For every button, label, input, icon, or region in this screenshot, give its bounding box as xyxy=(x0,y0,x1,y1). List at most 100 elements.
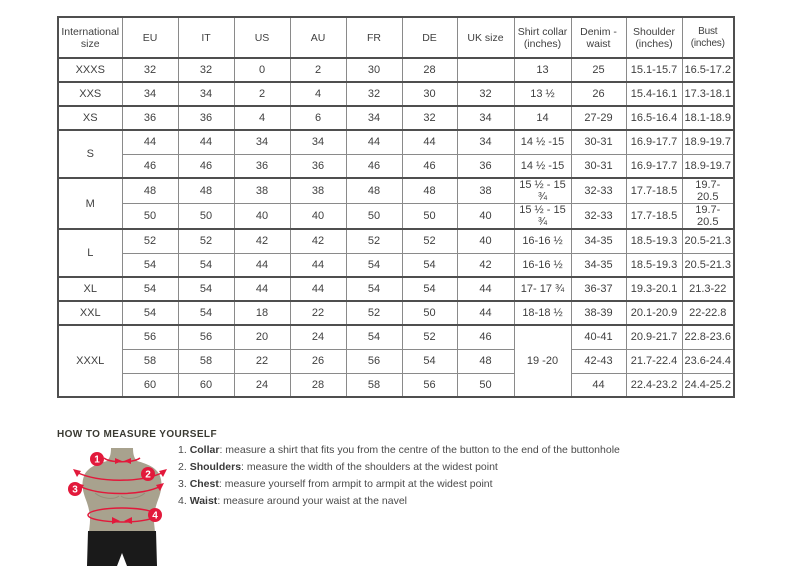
table-cell: 38 xyxy=(233,177,291,204)
size-label-cell: XXL xyxy=(57,300,123,326)
table-cell: 32 xyxy=(345,81,403,107)
table-cell: 54 xyxy=(121,300,179,326)
table-cell: 48 xyxy=(177,177,235,204)
table-cell: 32 xyxy=(121,57,179,83)
table-cell: 15.4-16.1 xyxy=(625,81,683,107)
table-cell: 44 xyxy=(233,276,291,302)
size-chart-table: International size EU IT US AU FR DE UK size Shi… xyxy=(57,16,735,398)
table-cell: 18.5-19.3 xyxy=(625,228,683,254)
table-cell: 2 xyxy=(289,57,347,83)
measure-item-number: 3. xyxy=(178,478,190,490)
table-cell: 20 xyxy=(233,324,291,350)
table-cell: 16.9-17.7 xyxy=(625,129,683,155)
column-header: Denim - waist xyxy=(570,16,627,59)
table-cell: 4 xyxy=(233,105,291,131)
table-cell: 42 xyxy=(233,228,291,254)
measure-item-text: : measure around your waist at the navel xyxy=(217,495,407,507)
badge-2-number: 2 xyxy=(145,470,151,481)
table-cell: 42 xyxy=(289,228,347,254)
table-cell: 18.9-19.7 xyxy=(681,153,735,179)
column-header: AU xyxy=(289,16,347,59)
table-cell: 14 ½ -15 xyxy=(513,153,572,179)
table-cell: 58 xyxy=(177,348,235,374)
table-cell: 60 xyxy=(121,372,179,398)
table-cell: 54 xyxy=(401,252,458,278)
badge-1-number: 1 xyxy=(94,455,100,466)
table-cell: 36-37 xyxy=(570,276,627,302)
table-cell: 13 xyxy=(513,57,572,83)
arrowhead xyxy=(112,517,120,524)
table-cell: 58 xyxy=(121,348,179,374)
table-cell: 56 xyxy=(121,324,179,350)
table-cell: 4 xyxy=(289,81,347,107)
column-header: Bust (inches) xyxy=(681,16,735,59)
table-cell: 44 xyxy=(401,129,458,155)
table-cell: 21.7-22.4 xyxy=(625,348,683,374)
table-cell: 40 xyxy=(289,203,347,230)
badge-1-circle xyxy=(90,452,104,466)
table-cell: 34 xyxy=(289,129,347,155)
table-cell: 14 ½ -15 xyxy=(513,129,572,155)
column-header: DE xyxy=(401,16,458,59)
size-label-cell: M xyxy=(57,177,123,230)
table-cell: 52 xyxy=(121,228,179,254)
table-cell: 46 xyxy=(121,153,179,179)
table-cell: 22.8-23.6 xyxy=(681,324,735,350)
table-row: 60 60 24 28 58 56 50 44 22.4-23.2 24.4-25.2 xyxy=(58,372,735,398)
table-cell: 54 xyxy=(345,324,403,350)
column-header: Shirt collar (inches) xyxy=(513,16,572,59)
table-cell: 38-39 xyxy=(570,300,627,326)
measure-item-text: : measure yourself from armpit to armpit… xyxy=(218,478,493,490)
table-cell: 40-41 xyxy=(570,324,627,350)
table-cell: 26 xyxy=(570,81,627,107)
table-cell: 18 xyxy=(233,300,291,326)
table-cell: 34 xyxy=(177,81,235,107)
table-cell: 36 xyxy=(233,153,291,179)
table-cell: 17.7-18.5 xyxy=(625,177,683,204)
table-cell: 48 xyxy=(345,177,403,204)
column-header: IT xyxy=(177,16,235,59)
table-cell xyxy=(456,57,515,83)
table-cell: 44 xyxy=(289,276,347,302)
how-to-measure-section: HOW TO MEASURE YOURSELF xyxy=(57,429,757,566)
table-cell: 22.4-23.2 xyxy=(625,372,683,398)
size-label-cell: XXS xyxy=(57,81,123,107)
table-cell: 50 xyxy=(401,203,458,230)
measure-item-number: 2. xyxy=(178,461,190,473)
table-cell: 44 xyxy=(233,252,291,278)
table-cell: 54 xyxy=(345,252,403,278)
table-cell: 16.9-17.7 xyxy=(625,153,683,179)
table-cell: 44 xyxy=(177,129,235,155)
column-header: Shoulder (inches) xyxy=(625,16,683,59)
table-cell: 54 xyxy=(177,252,235,278)
table-cell: 24 xyxy=(289,324,347,350)
table-cell: 21.3-22 xyxy=(681,276,735,302)
mannequin-shorts xyxy=(87,531,157,566)
table-cell: 46 xyxy=(345,153,403,179)
table-cell: 15.1-15.7 xyxy=(625,57,683,83)
table-cell: 20.1-20.9 xyxy=(625,300,683,326)
table-cell: 36 xyxy=(289,153,347,179)
table-cell: 0 xyxy=(233,57,291,83)
table-cell: 44 xyxy=(570,372,627,398)
table-cell: 54 xyxy=(345,276,403,302)
table-cell: 23.6-24.4 xyxy=(681,348,735,374)
size-label-cell: XXXS xyxy=(57,57,123,83)
table-cell: 27-29 xyxy=(570,105,627,131)
table-cell: 50 xyxy=(401,300,458,326)
size-label-cell: XS xyxy=(57,105,123,131)
table-cell: 16-16 ½ xyxy=(513,252,572,278)
table-cell: 52 xyxy=(345,300,403,326)
table-cell: 30-31 xyxy=(570,129,627,155)
table-cell: 48 xyxy=(456,348,515,374)
table-cell: 34 xyxy=(121,81,179,107)
table-row: S 44 44 34 34 44 44 34 14 ½ -15 30-31 16.9-17.7 18.… xyxy=(57,129,735,179)
size-label-cell: L xyxy=(57,228,123,278)
table-cell: 48 xyxy=(121,177,179,204)
badge-4-number: 4 xyxy=(152,511,158,522)
table-cell: 32 xyxy=(456,81,515,107)
measure-heading: HOW TO MEASURE YOURSELF xyxy=(57,429,217,440)
measure-item: 2. Shoulders: measure the width of the s… xyxy=(178,461,620,473)
table-cell: 38 xyxy=(289,177,347,204)
table-cell: 24 xyxy=(233,372,291,398)
